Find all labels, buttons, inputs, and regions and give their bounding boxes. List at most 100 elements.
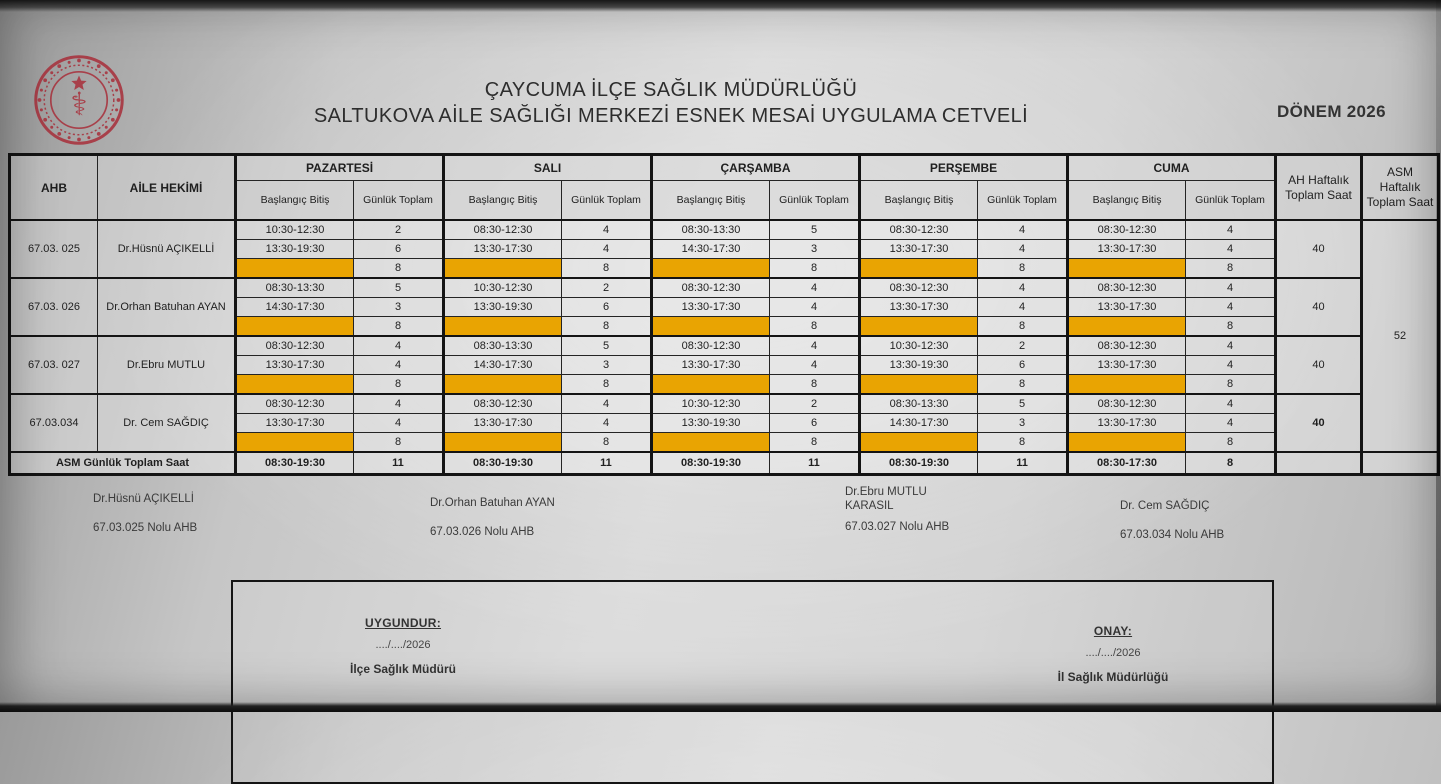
shift-time-cell: 14:30-17:30 <box>650 239 770 259</box>
shift-hours-cell: 4 <box>353 335 444 356</box>
daily-total-cell: 8 <box>1185 258 1277 279</box>
col-header-asm-weekly: ASM Haftalık Toplam Saat <box>1360 154 1440 221</box>
shift-hours-cell: 4 <box>769 297 860 317</box>
signature-ahb-number: 67.03.025 Nolu AHB <box>93 522 198 535</box>
highlight-cell <box>442 316 562 337</box>
shift-time-cell: 10:30-12:30 <box>650 393 770 414</box>
subheader-start-end: Başlangıç Bitiş <box>1066 180 1187 221</box>
col-header-day-persembe: PERŞEMBE <box>857 154 1069 181</box>
footer-hours-cell: 11 <box>353 451 444 475</box>
shift-time-cell: 13:30-17:30 <box>650 297 770 317</box>
shift-time-cell: 08:30-13:30 <box>234 277 354 298</box>
daily-total-cell: 8 <box>1185 374 1277 395</box>
shift-time-cell: 14:30-17:30 <box>442 355 562 375</box>
shift-time-cell: 08:30-12:30 <box>1066 393 1187 414</box>
shift-hours-cell: 6 <box>769 413 860 433</box>
shift-hours-cell: 4 <box>561 219 652 240</box>
shift-hours-cell: 4 <box>561 239 652 259</box>
schedule-row: 67.03.034 Dr. Cem SAĞDIÇ 08:30-12:30 4 08:30… <box>9 393 1439 453</box>
highlight-cell <box>858 432 978 453</box>
shift-time-cell: 13:30-17:30 <box>858 297 978 317</box>
highlight-cell <box>650 432 770 453</box>
signature-doctor-name: Dr.Orhan Batuhan AYAN <box>430 497 555 509</box>
schedule-body: 67.03. 025 Dr.Hüsnü AÇIKELLİ 10:30-12:30 2 0… <box>9 219 1440 475</box>
daily-total-cell: 8 <box>1185 316 1277 337</box>
ministry-of-health-emblem-icon: ⚕ <box>32 53 126 147</box>
schedule-table: AHB AİLE HEKİMİ PAZARTESİ SALI ÇARŞAMBA … <box>8 153 1441 476</box>
asm-daily-total-row: ASM Günlük Toplam Saat 08:30-19:30 11 08:30… <box>9 451 1440 475</box>
schedule-row: 14:30-17:30 3 13:30-19:30 6 13:30-17:30 4 13:3… <box>10 297 1439 317</box>
shift-time-cell: 08:30-12:30 <box>1066 277 1187 298</box>
ah-weekly-total-cell: 40 <box>1274 219 1363 279</box>
col-header-day-cuma: CUMA <box>1066 154 1277 181</box>
title-line-2: SALTUKOVA AİLE SAĞLIĞI MERKEZİ ESNEK MES… <box>313 104 1029 127</box>
subheader-start-end: Başlangıç Bitiş <box>858 180 978 221</box>
shift-hours-cell: 4 <box>353 393 444 414</box>
ah-weekly-total-cell: 40 <box>1274 277 1363 337</box>
photo-edge-right <box>1436 0 1441 712</box>
shift-time-cell: 10:30-12:30 <box>442 277 562 298</box>
approval-left-title: İlçe Sağlık Müdürü <box>349 662 457 676</box>
shift-time-cell: 13:30-17:30 <box>442 239 562 259</box>
shift-hours-cell: 4 <box>561 393 652 414</box>
svg-text:⚕: ⚕ <box>70 85 87 123</box>
signature-ahb-number: 67.03.027 Nolu AHB <box>845 520 950 533</box>
signature-block: Dr.Ebru MUTLU KARASIL 67.03.027 Nolu AHB <box>845 485 949 534</box>
col-header-day-carsamba: ÇARŞAMBA <box>650 154 860 181</box>
daily-total-cell: 8 <box>976 316 1069 337</box>
photo-edge-bottom <box>0 702 1441 712</box>
approval-right-title: İl Sağlık Müdürlüğü <box>1057 670 1169 684</box>
shift-time-cell: 13:30-17:30 <box>858 239 978 259</box>
highlight-cell <box>234 432 354 453</box>
highlight-cell <box>650 258 770 279</box>
shift-time-cell: 08:30-13:30 <box>650 219 770 240</box>
shift-time-cell: 08:30-12:30 <box>650 335 770 356</box>
shift-hours-cell: 6 <box>353 239 444 259</box>
shift-time-cell: 13:30-19:30 <box>858 355 978 375</box>
daily-total-cell: 8 <box>769 316 860 337</box>
shift-hours-cell: 3 <box>353 297 444 317</box>
schedule-row: 8 8 8 8 8 <box>10 432 1439 453</box>
daily-total-cell: 8 <box>976 432 1069 453</box>
shift-time-cell: 10:30-12:30 <box>858 335 978 356</box>
daily-total-cell: 8 <box>353 432 444 453</box>
doctor-name-cell: Dr. Cem SAĞDIÇ <box>97 393 236 453</box>
shift-hours-cell: 4 <box>976 219 1069 240</box>
shift-time-cell: 13:30-17:30 <box>650 355 770 375</box>
approval-left-heading: UYGUNDUR: <box>364 616 442 630</box>
shift-hours-cell: 4 <box>1185 219 1277 240</box>
highlight-cell <box>442 374 562 395</box>
daily-total-cell: 8 <box>353 258 444 279</box>
highlight-cell <box>442 432 562 453</box>
approval-right: ONAY: ..../..../2026 İl Sağlık Müdürlüğü <box>1003 624 1223 684</box>
signature-doctor-name: Dr.Ebru MUTLU <box>845 486 927 498</box>
shift-hours-cell: 2 <box>353 219 444 240</box>
table-day-header-row: AHB AİLE HEKİMİ PAZARTESİ SALI ÇARŞAMBA … <box>9 154 1440 221</box>
shift-hours-cell: 4 <box>561 413 652 433</box>
shift-time-cell: 13:30-17:30 <box>1066 355 1187 375</box>
schedule-row: 8 8 8 8 8 <box>10 258 1439 279</box>
subheader-daily-total: Günlük Toplam <box>976 180 1069 221</box>
schedule-row: 8 8 8 8 8 <box>10 374 1439 395</box>
daily-total-cell: 8 <box>769 374 860 395</box>
highlight-cell <box>858 316 978 337</box>
daily-total-cell: 8 <box>561 374 652 395</box>
shift-time-cell: 08:30-12:30 <box>858 219 978 240</box>
shift-time-cell: 13:30-17:30 <box>234 355 354 375</box>
daily-total-cell: 8 <box>353 374 444 395</box>
footer-hours-cell: 8 <box>1185 451 1277 475</box>
ahb-cell: 67.03. 025 <box>9 219 98 279</box>
shift-time-cell: 14:30-17:30 <box>858 413 978 433</box>
highlight-cell <box>858 258 978 279</box>
highlight-cell <box>1066 258 1187 279</box>
shift-hours-cell: 5 <box>353 277 444 298</box>
shift-hours-cell: 4 <box>976 277 1069 298</box>
daily-total-cell: 8 <box>769 258 860 279</box>
shift-hours-cell: 3 <box>561 355 652 375</box>
ahb-cell: 67.03. 026 <box>9 277 98 337</box>
ah-weekly-total-cell: 40 <box>1274 335 1363 395</box>
shift-hours-cell: 3 <box>769 239 860 259</box>
approval-box: UYGUNDUR: ..../..../2026 İlçe Sağlık Müd… <box>231 580 1274 784</box>
shift-time-cell: 13:30-17:30 <box>1066 297 1187 317</box>
schedule-row: 67.03. 025 Dr.Hüsnü AÇIKELLİ 10:30-12:30 2 0… <box>9 219 1440 453</box>
